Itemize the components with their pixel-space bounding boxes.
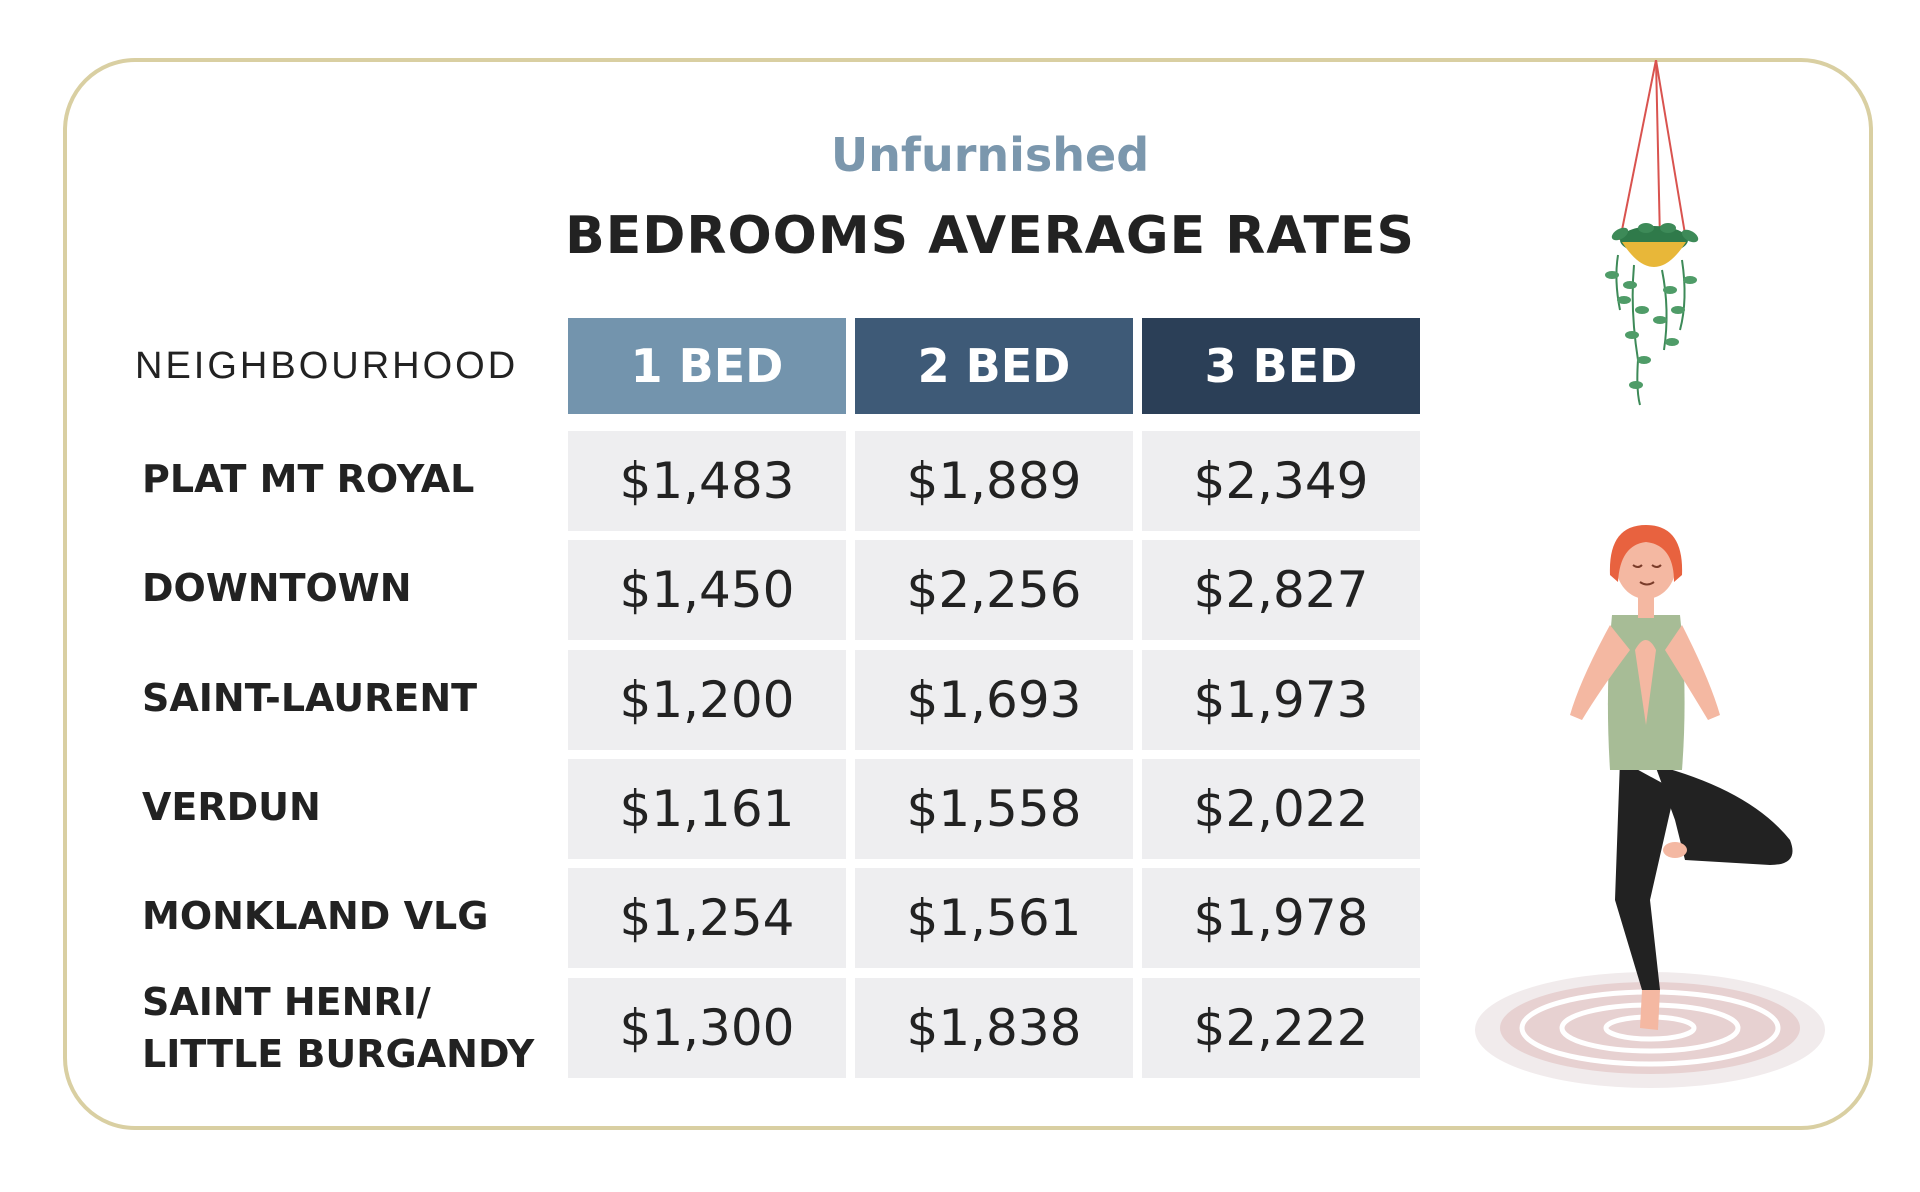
rate-cell: $1,483 — [568, 431, 846, 531]
column-header: 2 BED — [855, 318, 1133, 414]
chart-subtitle: Unfurnished — [830, 128, 1150, 182]
rate-cell: $2,349 — [1142, 431, 1420, 531]
rate-cell: $1,889 — [855, 431, 1133, 531]
rate-cell: $2,256 — [855, 540, 1133, 640]
row-label: MONKLAND VLG — [142, 894, 489, 938]
rate-cell: $2,827 — [1142, 540, 1420, 640]
rate-cell: $1,200 — [568, 650, 846, 750]
rate-cell: $1,450 — [568, 540, 846, 640]
row-header: NEIGHBOURHOOD — [135, 345, 519, 387]
column-header: 1 BED — [568, 318, 846, 414]
rate-cell: $2,222 — [1142, 978, 1420, 1078]
rate-cell: $2,022 — [1142, 759, 1420, 859]
row-label: VERDUN — [142, 785, 321, 829]
hanging-plant-icon — [1605, 60, 1699, 406]
rate-cell: $1,693 — [855, 650, 1133, 750]
chart-title: BEDROOMS AVERAGE RATES — [565, 206, 1415, 266]
rate-cell: $1,561 — [855, 868, 1133, 968]
yoga-person-icon — [1475, 525, 1825, 1088]
row-label: SAINT HENRI/ LITTLE BURGANDY — [142, 980, 535, 1076]
row-label: PLAT MT ROYAL — [142, 457, 475, 501]
rate-cell: $1,838 — [855, 978, 1133, 1078]
row-label: DOWNTOWN — [142, 566, 412, 610]
rate-cell: $1,973 — [1142, 650, 1420, 750]
row-label: SAINT-LAURENT — [142, 676, 478, 720]
rate-cell: $1,161 — [568, 759, 846, 859]
column-header: 3 BED — [1142, 318, 1420, 414]
rate-cell: $1,300 — [568, 978, 846, 1078]
rate-cell: $1,558 — [855, 759, 1133, 859]
rate-cell: $1,978 — [1142, 868, 1420, 968]
rate-cell: $1,254 — [568, 868, 846, 968]
